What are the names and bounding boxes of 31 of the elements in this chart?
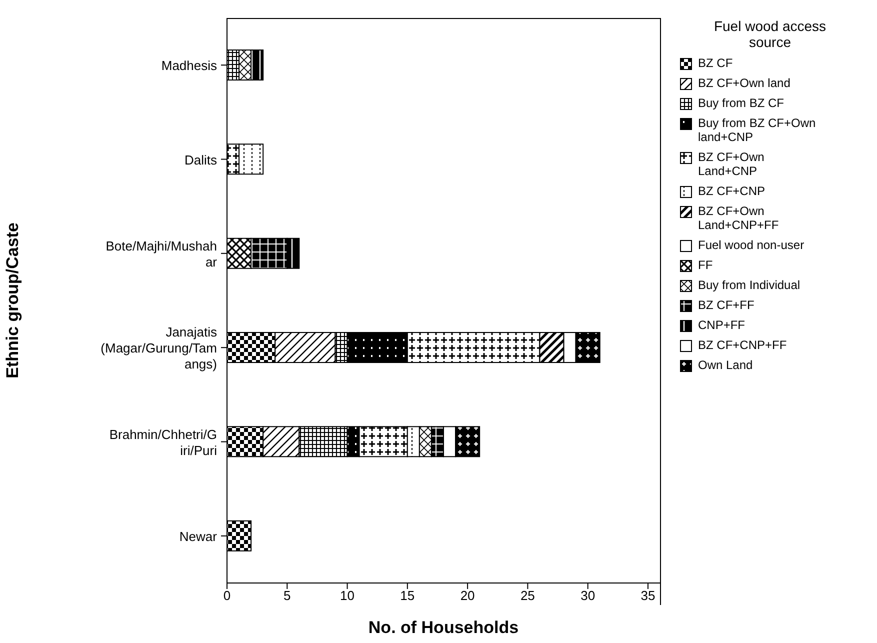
x-tick-label: 0 xyxy=(223,588,231,604)
x-tick-label: 30 xyxy=(580,588,596,604)
x-tick-label: 10 xyxy=(340,588,355,604)
y-tick-label: Dalits xyxy=(184,152,218,167)
legend-label: Buy from BZ CF+Own land+CNP xyxy=(698,116,817,144)
legend-label: Buy from Individual xyxy=(698,278,802,292)
legend-label: Buy from BZ CF xyxy=(698,96,786,110)
x-tick-label: 25 xyxy=(520,588,535,604)
x-tick-label: 35 xyxy=(640,588,656,604)
legend-label: BZ CF+Own Land+CNP xyxy=(698,150,766,178)
y-tick-label: Brahmin/Chhetri/Giri/Puri xyxy=(109,426,218,458)
legend-label: BZ CF xyxy=(698,56,734,70)
legend-label: BZ CF+Own land xyxy=(698,76,792,90)
y-axis-title: Ethnic group/Caste xyxy=(3,222,22,378)
legend-label: Own Land xyxy=(698,358,754,372)
legend-label: BZ CF+CNP+FF xyxy=(698,338,788,352)
x-tick-label: 15 xyxy=(400,588,415,604)
legend-title: Fuel wood access source xyxy=(712,18,828,50)
x-tick-label: 20 xyxy=(460,588,475,604)
legend-label: FF xyxy=(698,258,714,272)
x-tick-label: 5 xyxy=(284,588,291,604)
legend-label: Fuel wood non-user xyxy=(698,238,806,252)
legend-label: CNP+FF xyxy=(698,318,746,332)
legend-label: BZ CF+CNP xyxy=(698,184,766,198)
legend-label: BZ CF+FF xyxy=(698,298,756,312)
y-tick-label: Newar xyxy=(179,528,218,544)
y-tick-label: Bote/Majhi/Mushahar xyxy=(106,238,218,269)
legend-label: BZ CF+Own Land+CNP+FF xyxy=(698,204,780,232)
y-tick-label: Janajatis (Magar/Gurung/Tamangs) xyxy=(100,324,218,372)
y-tick-label: Madhesis xyxy=(161,58,218,73)
x-axis-title: No. of Households xyxy=(368,618,519,637)
